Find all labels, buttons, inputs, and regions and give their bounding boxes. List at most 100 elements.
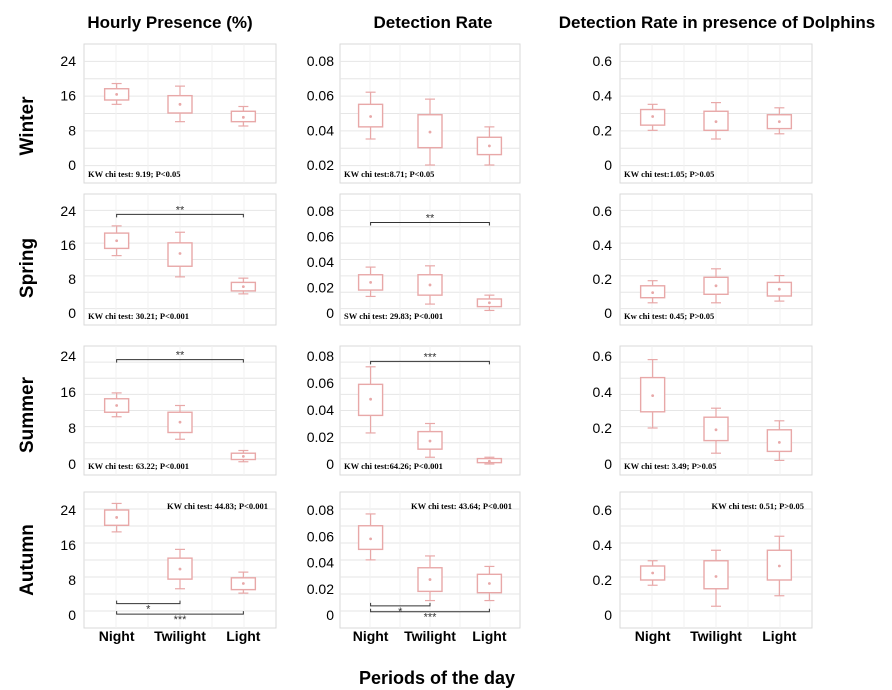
x-tick-label-night: Night: [353, 628, 389, 644]
box-median-point: [488, 301, 491, 305]
box-median-point: [369, 537, 372, 541]
significance-label: ***: [424, 612, 438, 624]
box-median-point: [369, 115, 372, 118]
box-median-point: [428, 439, 432, 443]
row-label-autumn: Autumn: [17, 524, 38, 596]
box-twilight: [703, 407, 729, 454]
box-twilight: [417, 98, 443, 166]
panel-spring-detection-rate-in-presence-of-dolphins: 0 0.2 0.4 0.6 Kw chi test: 0.45; P>0.05: [593, 193, 813, 326]
x-tick-label-twilight: Twilight: [154, 628, 206, 644]
box-median-point: [777, 564, 781, 568]
box-median-point: [651, 394, 655, 397]
y-tick-label: 8: [68, 271, 76, 287]
box-median-point: [714, 284, 718, 288]
bracket-line: [370, 608, 490, 613]
y-tick-label: 0.02: [307, 429, 334, 445]
box-night: [103, 82, 130, 105]
x-tick-label-light: Light: [472, 628, 507, 644]
bracket-line: [370, 221, 490, 226]
y-tick-label: 0.4: [593, 237, 613, 253]
box-median-point: [115, 516, 119, 519]
box-median-point: [428, 283, 432, 287]
y-tick-label: 8: [68, 122, 76, 138]
y-tick-label: 0.6: [593, 348, 613, 364]
box-median-point: [428, 578, 432, 581]
significance-bracket: **: [116, 204, 244, 218]
box-median-point: [369, 397, 372, 401]
box-night: [639, 103, 666, 131]
y-tick-label: 24: [60, 502, 76, 518]
box-light: [230, 277, 257, 295]
box-night: [103, 225, 130, 257]
box-median-point: [651, 291, 655, 294]
y-tick-label: 0: [604, 456, 612, 472]
y-tick-label: 8: [68, 420, 76, 436]
panel-summer-detection-rate: 0 0.02 0.04 0.06 0.08 *** KW chi test:64.26; P…: [307, 345, 521, 476]
stat-test-label: KW chi test: 0.51; P>0.05: [711, 501, 804, 511]
y-tick-label: 0.06: [307, 229, 334, 245]
bracket-line: [116, 600, 181, 605]
x-axis-title: Periods of the day: [359, 668, 515, 688]
box-light: [476, 126, 503, 166]
box-median-point: [241, 454, 245, 458]
box-median-point: [115, 239, 119, 243]
significance-label: **: [176, 204, 185, 216]
box-median-point: [651, 115, 655, 118]
y-tick-label: 8: [68, 572, 76, 588]
y-tick-label: 0.04: [307, 254, 334, 270]
box-light: [476, 456, 503, 465]
box-twilight: [417, 555, 443, 602]
stat-test-label: KW chi test:64.26; P<0.001: [344, 461, 443, 471]
significance-label: **: [426, 212, 435, 224]
y-tick-label: 0.6: [593, 203, 613, 219]
panel-winter-detection-rate: 0.02 0.04 0.06 0.08 KW chi test:8.71; P<0.05: [307, 43, 521, 184]
y-tick-label: 16: [60, 88, 76, 104]
box-median-point: [178, 102, 182, 106]
stat-test-label: KW chi test:8.71; P<0.05: [344, 169, 434, 179]
y-tick-label: 0.02: [307, 581, 334, 597]
stat-test-label: KW chi test: 43.64; P<0.001: [411, 501, 512, 511]
y-tick-label: 0.2: [593, 420, 613, 436]
y-tick-label: 0.08: [307, 348, 334, 364]
x-tick-label-twilight: Twilight: [690, 628, 742, 644]
box-median-point: [115, 404, 119, 407]
y-tick-label: 0: [68, 305, 76, 321]
y-tick-label: 16: [60, 537, 76, 553]
y-tick-label: 0: [326, 607, 334, 623]
panel-autumn-detection-rate-in-presence-of-dolphins: 0 0.2 0.4 0.6 KW chi test: 0.51; P>0.05 Night…: [593, 491, 813, 644]
significance-bracket: ***: [116, 611, 244, 626]
box-median-point: [777, 441, 781, 444]
box-twilight: [417, 265, 443, 305]
y-tick-label: 24: [60, 53, 76, 69]
panel-winter-hourly-presence: 0 8 16 24 KW chi test: 9.19; P<0.05: [60, 43, 277, 184]
y-tick-label: 0.2: [593, 572, 613, 588]
bracket-line: [116, 359, 244, 363]
box-median-point: [488, 582, 491, 585]
box-night: [357, 513, 384, 561]
box-median-point: [178, 252, 182, 255]
box-twilight: [167, 404, 193, 440]
x-tick-label-light: Light: [226, 628, 261, 644]
box-light: [766, 535, 793, 597]
x-tick-label-light: Light: [762, 628, 797, 644]
y-tick-label: 0.6: [593, 53, 613, 69]
y-tick-label: 16: [60, 384, 76, 400]
panel-autumn-detection-rate: 00.020.040.060.08* ***KW chi test: 43.64;…: [307, 491, 521, 644]
box-median-point: [714, 428, 718, 432]
box-median-point: [777, 287, 781, 291]
box-median-point: [369, 281, 372, 284]
column-title-detection-rate-dolphins: Detection Rate in presence of Dolphins: [559, 13, 875, 32]
box-light: [230, 105, 257, 127]
y-tick-label: 0: [68, 456, 76, 472]
y-tick-label: 0: [326, 305, 334, 321]
box-night: [103, 392, 130, 418]
y-tick-label: 24: [60, 203, 76, 219]
bracket-line: [116, 213, 244, 218]
x-tick-label-night: Night: [99, 628, 135, 644]
stat-test-label: SW chi test: 29.83; P<0.001: [344, 311, 443, 321]
y-tick-label: 0.08: [307, 203, 334, 219]
row-label-summer: Summer: [17, 376, 38, 453]
significance-bracket: ***: [370, 608, 490, 624]
